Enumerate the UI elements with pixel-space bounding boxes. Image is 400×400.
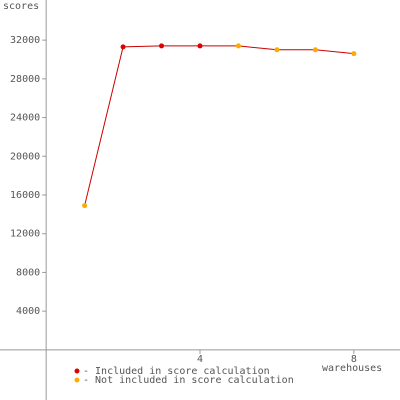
data-point [274, 47, 280, 53]
data-point [120, 44, 126, 50]
y-tick-label: 16000 [10, 190, 40, 201]
y-tick-label: 28000 [10, 74, 40, 85]
x-tick-label: 4 [197, 354, 203, 365]
y-tick-label: 4000 [16, 306, 40, 317]
y-axis-label: scores [3, 1, 39, 12]
data-line [84, 45, 354, 206]
y-tick-label: 24000 [10, 113, 40, 124]
data-point [159, 43, 165, 49]
data-point [197, 43, 203, 49]
legend-marker [74, 377, 80, 383]
x-tick-label: 8 [351, 354, 357, 365]
x-axis-label: warehouses [322, 363, 382, 374]
legend-marker [74, 368, 80, 374]
y-tick-label: 20000 [10, 151, 40, 162]
data-point [235, 43, 241, 49]
y-tick-label: 8000 [16, 267, 40, 278]
data-point [82, 203, 88, 209]
legend-label: - Not included in score calculation [83, 375, 294, 386]
data-point [312, 47, 318, 53]
data-point [351, 51, 357, 57]
legend-label: - Included in score calculation [83, 366, 270, 377]
y-tick-label: 32000 [10, 35, 40, 46]
y-tick-label: 12000 [10, 229, 40, 240]
